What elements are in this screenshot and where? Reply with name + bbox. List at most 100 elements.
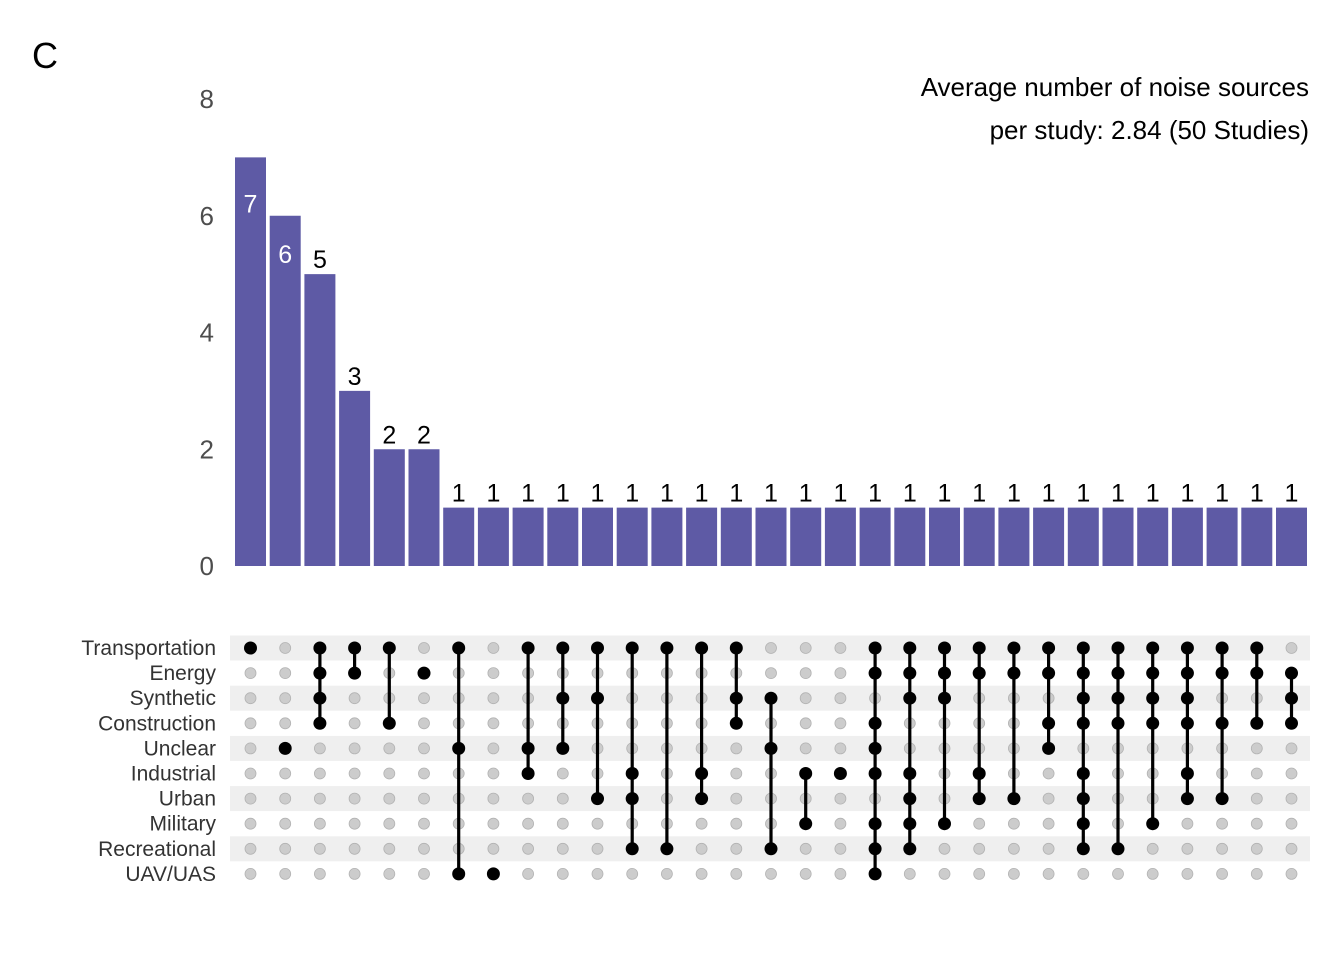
matrix-dot-active <box>868 741 882 755</box>
matrix-dot-active <box>348 666 362 680</box>
matrix-dot-active <box>938 666 951 680</box>
matrix-dot-inactive <box>383 868 396 880</box>
matrix-dot-active <box>1285 691 1298 705</box>
bar <box>859 507 891 566</box>
matrix-dot-inactive <box>279 667 292 679</box>
matrix-dot-active <box>1111 641 1125 655</box>
matrix-dot-inactive <box>626 868 639 880</box>
matrix-dot-active <box>278 741 292 755</box>
bar-value-label: 1 <box>660 480 674 508</box>
matrix-dot-inactive <box>695 868 708 880</box>
matrix-dot-inactive <box>765 642 777 654</box>
matrix-dot-active <box>1146 716 1160 730</box>
matrix-dot-inactive <box>661 868 673 880</box>
bar <box>998 507 1030 566</box>
set-label: Industrial <box>131 763 216 786</box>
matrix-dot-active <box>1042 641 1056 655</box>
matrix-dot-active <box>868 767 882 780</box>
matrix-dot-inactive <box>383 817 396 830</box>
matrix-dot-inactive <box>1008 842 1020 855</box>
matrix-dot-inactive <box>695 842 708 855</box>
matrix-dot-inactive <box>730 817 743 830</box>
matrix-dot-inactive <box>348 868 361 880</box>
matrix-dot-active <box>625 767 639 780</box>
matrix-dot-inactive <box>487 742 500 755</box>
matrix-dot-active <box>903 792 917 806</box>
matrix-dot-inactive <box>556 767 569 780</box>
matrix-dot-active <box>1111 842 1125 856</box>
matrix-dot-active <box>695 767 709 780</box>
matrix-dot-inactive <box>279 817 292 830</box>
matrix-dot-active <box>938 817 951 831</box>
matrix-dot-active <box>938 691 951 705</box>
bar <box>512 507 544 566</box>
matrix-dot-inactive <box>834 792 847 805</box>
matrix-dot-inactive <box>418 767 430 780</box>
matrix-dot-inactive <box>799 667 812 679</box>
matrix-dot-inactive <box>522 792 534 805</box>
bar <box>304 274 336 566</box>
matrix-dot-inactive <box>1216 842 1228 855</box>
matrix-dot-active <box>1076 842 1090 856</box>
y-tick-label: 4 <box>200 318 214 348</box>
matrix-dot-active <box>903 641 917 655</box>
matrix-dot-active <box>486 867 500 881</box>
matrix-dot-active <box>799 767 813 780</box>
bar-value-label: 3 <box>348 363 362 391</box>
matrix-dot-active <box>1180 792 1194 806</box>
matrix-dot-active <box>729 716 743 730</box>
matrix-dot-inactive <box>556 842 569 855</box>
matrix-dot-inactive <box>1008 817 1020 830</box>
bar-value-label: 1 <box>1076 480 1090 508</box>
matrix-dot-inactive <box>903 868 916 880</box>
set-labels: TransportationEnergySyntheticConstructio… <box>81 637 216 886</box>
bar <box>408 449 440 566</box>
matrix-dot-inactive <box>834 742 847 755</box>
matrix-dot-inactive <box>487 792 500 805</box>
matrix-dot-active <box>1111 716 1125 730</box>
bar <box>269 215 301 566</box>
matrix-dot-active <box>1250 641 1264 655</box>
matrix-dot-inactive <box>1285 842 1298 855</box>
matrix-dot-active <box>1007 641 1021 655</box>
bar-value-label: 1 <box>764 480 778 508</box>
matrix-dot-inactive <box>418 717 430 730</box>
matrix-dot-inactive <box>834 692 847 705</box>
matrix-dot-active <box>1180 666 1194 680</box>
bar-value-label: 1 <box>695 480 709 508</box>
bar <box>686 507 718 566</box>
matrix-dot-inactive <box>730 868 743 880</box>
bar <box>443 507 475 566</box>
bar <box>790 507 822 566</box>
bar <box>894 507 926 566</box>
matrix-dot-active <box>556 641 570 655</box>
matrix-dot-active <box>1076 716 1090 730</box>
matrix-dot-inactive <box>418 842 430 855</box>
matrix-dot-inactive <box>522 842 534 855</box>
matrix-dot-inactive <box>279 767 292 780</box>
matrix-dot-active <box>1250 716 1264 730</box>
bar <box>1241 507 1273 566</box>
matrix-dot-active <box>382 641 396 655</box>
matrix-dot-active <box>313 691 327 705</box>
matrix-dot-inactive <box>1285 642 1298 654</box>
matrix-dot-inactive <box>973 817 986 830</box>
matrix-dot-inactive <box>1250 817 1263 830</box>
matrix-dot-inactive <box>1250 842 1263 855</box>
bar <box>963 507 995 566</box>
matrix-dot-inactive <box>799 742 812 755</box>
matrix-dot-active <box>1007 792 1021 806</box>
matrix-dot-inactive <box>1285 767 1298 780</box>
matrix-dot-inactive <box>244 868 257 880</box>
matrix-dot-active <box>1215 716 1229 730</box>
bar-value-label: 1 <box>625 480 639 508</box>
matrix-dot-active <box>903 691 917 705</box>
matrix-dot-inactive <box>279 792 292 805</box>
matrix-dot-active <box>1146 641 1160 655</box>
matrix-dot-active <box>313 666 327 680</box>
matrix-dot-inactive <box>1112 868 1124 880</box>
bar-labels: 76 532 21 1 1 1 1 1 1 1 1 1 1 1 1 1 1 1 1 1 1 1 1 1 1 1 1 <box>244 190 1299 507</box>
bar-value-label: 1 <box>938 480 952 508</box>
matrix-dot-active <box>1285 666 1298 680</box>
matrix-dot-active <box>452 641 466 655</box>
